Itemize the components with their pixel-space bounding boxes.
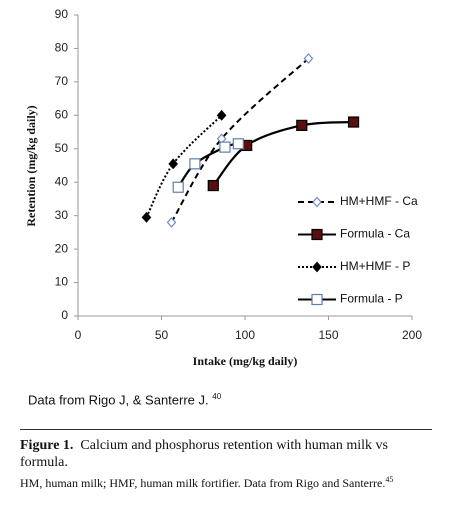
- legend-marker: [312, 261, 322, 273]
- series-line: [145, 114, 223, 218]
- series-line: [170, 57, 310, 223]
- caption: Figure 1. Calcium and phosphorus retenti…: [20, 437, 435, 471]
- x-tick-label: 150: [318, 328, 338, 342]
- marker: [189, 158, 201, 170]
- marker: [207, 179, 219, 192]
- marker: [219, 141, 231, 153]
- marker: [166, 216, 177, 228]
- y-tick-label: 50: [55, 141, 69, 155]
- note-ref: 40: [212, 392, 222, 401]
- legend-marker: [311, 293, 323, 306]
- y-tick-label: 0: [61, 308, 68, 322]
- series-line: [212, 120, 354, 187]
- x-tick-label: 100: [235, 328, 255, 342]
- y-tick-label: 90: [55, 7, 69, 21]
- x-tick-label: 0: [75, 328, 82, 342]
- legend-marker: [311, 228, 323, 241]
- x-tick-label: 50: [155, 328, 169, 342]
- y-tick-label: 80: [55, 41, 69, 55]
- marker: [172, 181, 184, 193]
- x-tick-label: 200: [402, 328, 422, 342]
- marker: [168, 158, 178, 170]
- caption-label: Figure 1.: [20, 438, 74, 453]
- y-tick-label: 10: [55, 275, 69, 289]
- x-axis-label: Intake (mg/kg daily): [193, 354, 298, 368]
- marker: [347, 116, 360, 128]
- marker: [216, 109, 227, 121]
- y-axis-label: Retention (mg/kg daily): [24, 105, 38, 226]
- legend-label: HM+HMF - P: [340, 259, 410, 273]
- marker: [303, 53, 314, 64]
- y-tick-label: 30: [55, 208, 69, 222]
- marker: [141, 211, 152, 223]
- caption-text: Calcium and phosphorus retention with hu…: [20, 438, 388, 470]
- legend-label: HM+HMF - Ca: [340, 194, 418, 208]
- y-tick-label: 40: [55, 174, 69, 188]
- note-text: Data from Rigo J, & Santerre J.: [28, 392, 209, 408]
- legend-label: Formula - Ca: [340, 227, 410, 241]
- legend-label: Formula - P: [340, 292, 403, 306]
- source-note: Data from Rigo J, & Santerre J. 40: [28, 392, 221, 407]
- y-tick-label: 70: [55, 74, 69, 88]
- legend-marker: [312, 196, 322, 208]
- marker: [232, 138, 244, 150]
- footnote: HM, human milk; HMF, human milk fortifie…: [20, 472, 435, 491]
- chart: Retention (mg/kg daily) Intake (mg/kg da…: [24, 7, 423, 368]
- footnote-text: HM, human milk; HMF, human milk fortifie…: [20, 476, 386, 490]
- y-tick-label: 60: [55, 108, 69, 122]
- marker: [296, 119, 308, 131]
- divider: [20, 429, 432, 430]
- footnote-ref: 45: [385, 475, 394, 484]
- y-tick-label: 20: [55, 241, 69, 255]
